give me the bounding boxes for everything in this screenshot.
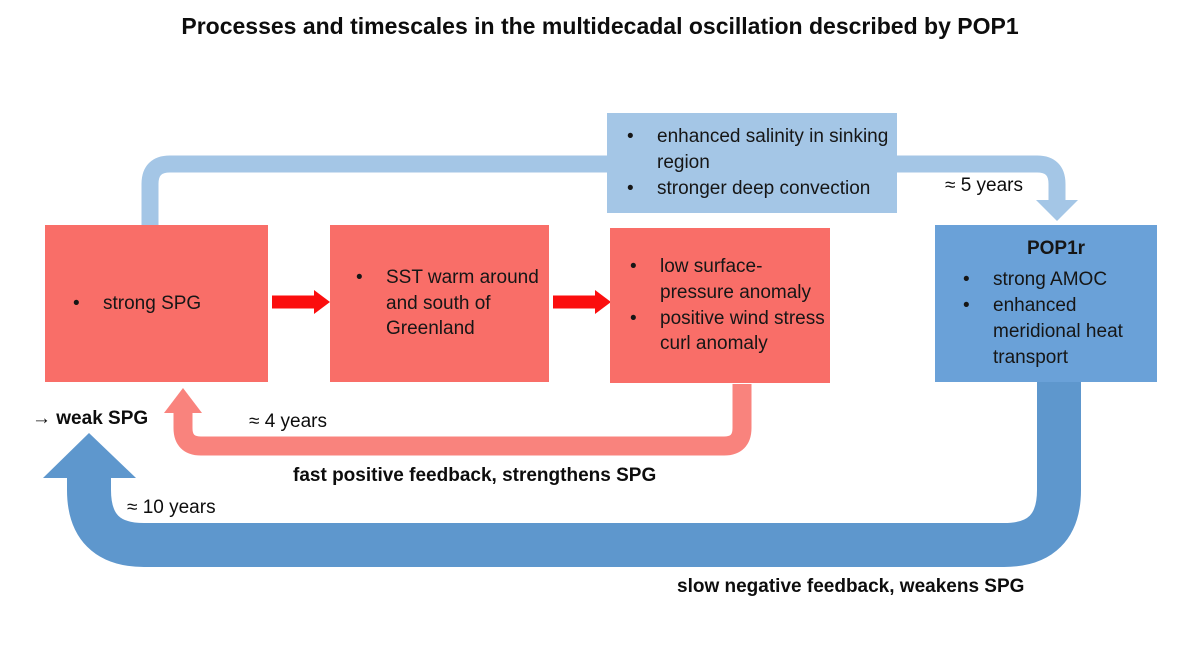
list-item: • strong AMOC [963,267,1149,293]
box-pressure-windstress: • low surface-pressure anomaly • positiv… [610,228,830,383]
box-pop1r-title: POP1r [1026,238,1086,260]
list-item: • positive wind stress curl anomaly [630,306,830,358]
bullet-text: strong AMOC [993,269,1108,291]
arrowhead-right-sst-icon [314,290,330,314]
box-salinity-convection: • enhanced salinity in sinking region • … [607,113,897,213]
list-item: • low surface-pressure anomaly [630,254,830,306]
bullet-icon: • [630,255,637,277]
arrowhead-down-pop1r-icon [1036,200,1078,221]
box-strong-spg: • strong SPG [45,225,268,382]
arrowhead-right-pressure-icon [595,290,611,314]
diagram-title: Processes and timescales in the multidec… [181,13,1019,39]
pipe-salinity-to-pop1r [896,155,1066,201]
label-weak-spg: → weak SPG [32,408,149,429]
bullet-icon: • [963,269,970,291]
bullet-text: enhanced meridional heat transport [993,295,1123,368]
bullet-icon: • [630,307,637,329]
bullet-icon: • [627,177,634,199]
arrowhead-up-weak-spg-icon [43,433,136,478]
bullet-text: positive wind stress curl anomaly [660,307,825,355]
bullet-text: strong SPG [103,292,202,314]
bullet-text: low surface-pressure anomaly [660,255,812,303]
list-item: • enhanced meridional heat transport [963,293,1149,370]
label-10-years: ≈ 10 years [127,497,216,518]
bullet-icon: • [627,126,634,148]
box-sst-greenland: • SST warm around and south of Greenland [330,225,549,382]
box-pop1r: POP1r • strong AMOC • enhanced meridiona… [935,225,1157,382]
pipe-spg-to-salinity [141,155,608,226]
list-item: • enhanced salinity in sinking region [627,124,897,176]
bullet-text: enhanced salinity in sinking region [657,126,889,174]
label-slow-feedback: slow negative feedback, weakens SPG [677,576,1025,597]
bullet-icon: • [73,292,80,314]
label-fast-feedback: fast positive feedback, strengthens SPG [293,465,657,486]
pipe-fast-feedback [173,384,752,456]
bullet-text: SST warm around and south of Greenland [386,266,539,340]
pipe-slow-feedback [67,381,1081,567]
bullet-icon: • [963,295,970,317]
list-item: • stronger deep convection [627,176,897,202]
bullet-text: stronger deep convection [657,177,871,199]
bullet-icon: • [356,266,363,288]
arrowhead-up-spg-icon [164,388,202,413]
label-4-years: ≈ 4 years [249,411,328,432]
label-5-years: ≈ 5 years [945,175,1024,196]
list-item: • strong SPG [73,291,268,317]
list-item: • SST warm around and south of Greenland [356,265,549,342]
